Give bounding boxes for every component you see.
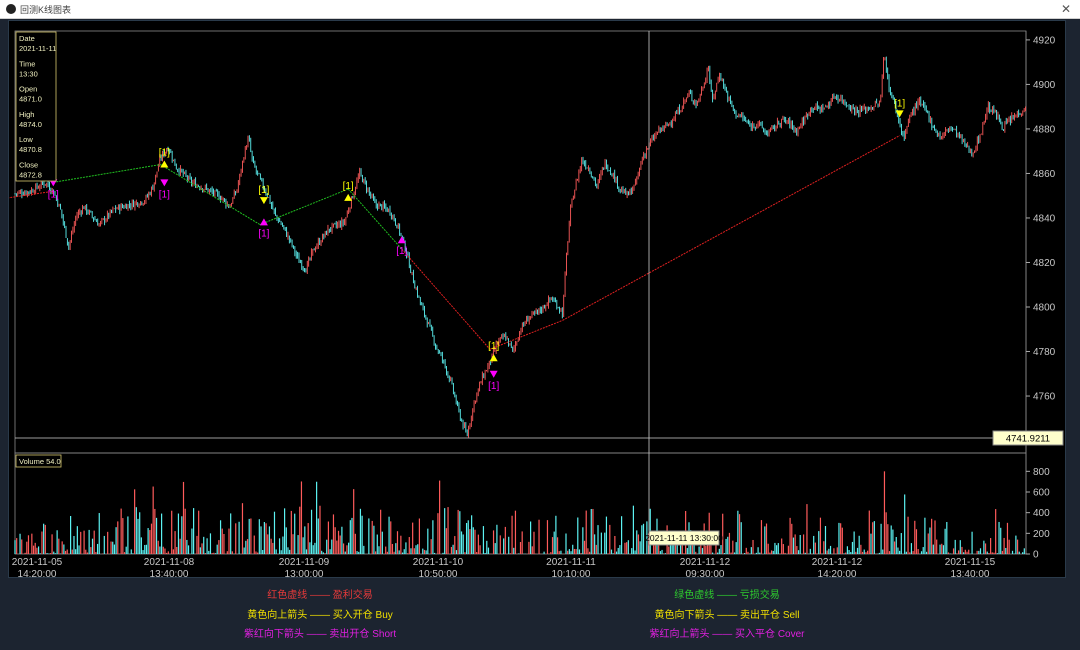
x-time-label: 14:20:00 [18, 569, 57, 577]
price-tick-label: 4920 [1033, 35, 1056, 46]
profit-trade-line [401, 248, 491, 350]
short-arrow [160, 179, 169, 187]
short-arrow [489, 370, 498, 378]
price-tick-label: 4800 [1033, 303, 1056, 314]
close-icon[interactable]: ✕ [1060, 2, 1072, 16]
sell-arrow [895, 110, 904, 118]
price-tick-label: 4780 [1033, 347, 1056, 358]
buy-arrow [160, 160, 169, 168]
legend-loss-line: 绿色虚线 —— 亏损交易 [674, 590, 780, 601]
x-date-label: 2021-11-05 [12, 557, 63, 568]
info-close-label: Close [19, 161, 38, 170]
info-time-value: 13:30 [19, 69, 38, 78]
info-close-value: 4872.8 [19, 171, 42, 180]
x-date-label: 2021-11-12 [812, 557, 863, 568]
volume-tick-label: 0 [1033, 550, 1039, 561]
x-time-label: 13:40:00 [951, 569, 990, 577]
profit-trade-line [562, 135, 900, 321]
volume-tick-label: 200 [1033, 529, 1050, 540]
sell-arrow [259, 197, 268, 205]
sell-signal-label: [1] [258, 185, 269, 196]
x-date-label: 2021-11-09 [279, 557, 330, 568]
legend: 红色虚线 —— 盈利交易 绿色虚线 —— 亏损交易 黄色向上箭头 —— 买入开仓… [0, 582, 1080, 650]
price-tick-label: 4860 [1033, 169, 1056, 180]
title-bar: 回测K线图表 ✕ [0, 0, 1080, 19]
kline-chart: 4740476047804800482048404860488049004920… [9, 30, 1064, 577]
info-high-value: 4874.0 [19, 120, 42, 129]
volume-tick-label: 600 [1033, 488, 1050, 499]
volume-tick-label: 400 [1033, 508, 1050, 519]
buy-signal-label: [1] [488, 341, 499, 352]
price-frame [14, 30, 1027, 454]
info-time-label: Time [19, 59, 35, 68]
x-date-label: 2021-11-10 [413, 557, 464, 568]
app-icon [6, 4, 16, 14]
window-title: 回测K线图表 [20, 5, 72, 15]
volume-label-box [15, 454, 62, 468]
cover-signal-label: [1] [258, 228, 269, 239]
x-time-label: 13:40:00 [150, 569, 189, 577]
buy-signal-label: [1] [343, 181, 354, 192]
short-signal-label: [1] [488, 381, 499, 392]
buy-signal-label: [1] [159, 148, 170, 159]
x-time-label: 10:50:00 [419, 569, 458, 577]
crosshair-price-box [992, 430, 1064, 446]
legend-sell: 黄色向下箭头 —— 卖出平仓 Sell [654, 610, 800, 621]
volume-label: Volume 54.0 [19, 457, 61, 466]
crosshair-price-label: 4741.9211 [1006, 434, 1050, 445]
loss-trade-line [160, 164, 261, 226]
profit-trade-line [9, 190, 54, 199]
info-low-value: 4870.8 [19, 145, 42, 154]
legend-short: 紫红向下箭头 —— 卖出开仓 Short [243, 629, 397, 640]
price-tick-label: 4840 [1033, 213, 1056, 224]
sell-signal-label: [1] [894, 98, 905, 109]
buy-arrow [344, 193, 353, 201]
ohlc-info-box [15, 31, 57, 182]
x-date-label: 2021-11-08 [144, 557, 195, 568]
loss-trade-line [347, 188, 403, 250]
price-chart-area: 4740476047804800482048404860488049004920 [14, 30, 1056, 554]
price-tick-label: 4760 [1033, 392, 1056, 403]
volume-chart-area: 02004006008002021-11-0514:20:002021-11-0… [12, 452, 1050, 577]
info-date-value: 2021-11-11 [19, 44, 56, 53]
info-high-label: High [19, 110, 34, 119]
volume-tick-label: 800 [1033, 467, 1050, 478]
crosshair-time-label: 2021-11-11 13:30:00 [645, 533, 723, 543]
cover-arrow [259, 218, 268, 226]
x-time-label: 13:00:00 [285, 569, 324, 577]
x-date-label: 2021-11-15 [945, 557, 996, 568]
info-date-label: Date [19, 34, 35, 43]
info-open-label: Open [19, 85, 37, 94]
short-signal-label: [1] [48, 189, 59, 200]
price-tick-label: 4820 [1033, 258, 1056, 269]
buy-arrow [489, 354, 498, 362]
price-tick-label: 4900 [1033, 80, 1056, 91]
chart-overlay: [1] [1] [1] [1] [1] [1] [1] [1] [1] [1] 4741.9211 2… [9, 31, 1064, 554]
crosshair-time-box [648, 530, 720, 546]
legend-buy: 黄色向上箭头 —— 买入开仓 Buy [247, 610, 393, 621]
legend-profit-line: 红色虚线 —— 盈利交易 [267, 590, 373, 601]
info-low-label: Low [19, 135, 33, 144]
x-time-label: 09:30:00 [686, 569, 725, 577]
short-signal-label: [1] [159, 189, 170, 200]
info-open-value: 4871.0 [19, 95, 42, 104]
x-time-label: 14:20:00 [818, 569, 857, 577]
cover-signal-label: [1] [396, 246, 407, 257]
chart-panel: 4740476047804800482048404860488049004920… [8, 20, 1066, 578]
profit-trade-line [489, 319, 563, 350]
loss-trade-line [259, 188, 349, 226]
x-time-label: 10:10:00 [552, 569, 591, 577]
x-date-label: 2021-11-12 [680, 557, 731, 568]
loss-trade-line [53, 164, 161, 183]
cover-arrow [397, 236, 406, 244]
price-tick-label: 4880 [1033, 124, 1056, 135]
legend-cover: 紫红向上箭头 —— 买入平仓 Cover [649, 629, 805, 640]
x-date-label: 2021-11-11 [546, 557, 596, 568]
